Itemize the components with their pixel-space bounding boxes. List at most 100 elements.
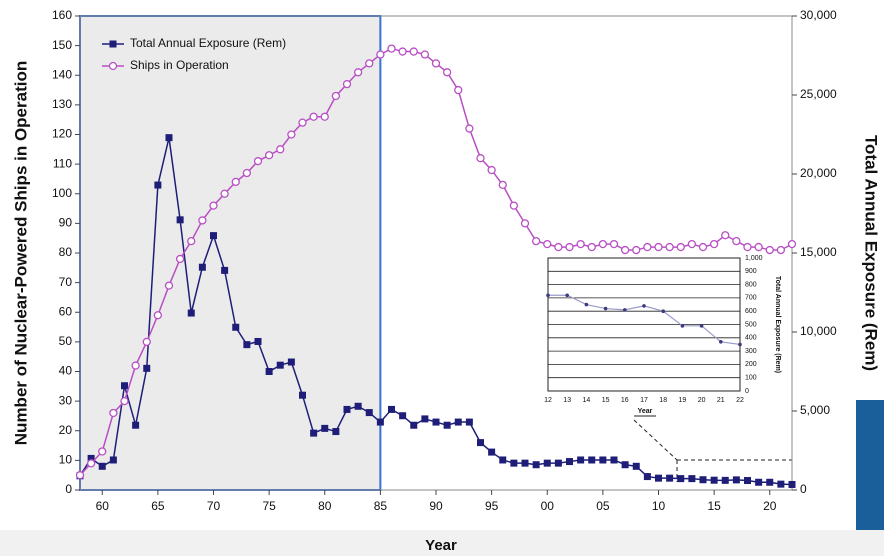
marker: [142, 337, 151, 347]
y-tick-label: 0: [65, 482, 72, 496]
marker: [420, 50, 430, 59]
marker: [108, 61, 118, 71]
marker: [220, 189, 229, 198]
marker: [154, 181, 162, 189]
marker: [465, 124, 474, 133]
marker: [276, 145, 285, 154]
x-tick-label: 12: [544, 397, 552, 404]
y2-tick-label: 15,000: [800, 245, 837, 259]
marker: [376, 418, 384, 426]
legend-label: Total Annual Exposure (Rem): [130, 36, 286, 50]
y-tick-label: 30: [59, 393, 73, 407]
marker: [98, 447, 107, 456]
marker: [666, 474, 674, 482]
legend-label: Ships in Operation: [130, 58, 229, 72]
inset-marker: [623, 308, 627, 312]
marker: [109, 408, 118, 418]
marker: [388, 405, 395, 413]
marker: [98, 462, 106, 470]
marker: [343, 405, 351, 413]
marker: [342, 79, 352, 89]
marker: [521, 459, 529, 467]
marker: [498, 180, 507, 190]
marker: [577, 456, 585, 464]
marker: [176, 216, 184, 224]
marker: [709, 239, 719, 249]
marker: [621, 461, 629, 469]
marker: [165, 134, 173, 142]
x-tick-label: 21: [717, 397, 725, 404]
marker: [609, 239, 619, 249]
y-tick-label: 0: [745, 388, 749, 395]
marker: [788, 480, 796, 488]
marker: [198, 216, 207, 225]
y2-tick-label: 30,000: [800, 8, 837, 22]
marker: [654, 242, 663, 252]
inset-marker: [546, 293, 550, 298]
marker: [520, 219, 530, 228]
marker: [376, 50, 385, 59]
y2-axis-label: Total Annual Exposure (Rem): [862, 135, 881, 371]
y-tick-label: 120: [52, 127, 72, 141]
marker: [75, 471, 85, 480]
marker: [243, 341, 251, 349]
marker: [688, 475, 696, 483]
marker: [587, 242, 596, 252]
marker: [153, 311, 163, 320]
marker: [242, 168, 252, 178]
side-image: [856, 400, 884, 530]
x-tick-label: 90: [429, 499, 443, 513]
marker: [253, 157, 263, 166]
y-tick-label: 70: [59, 275, 73, 289]
x-tick-label: 75: [262, 499, 276, 513]
marker: [565, 242, 574, 252]
marker: [398, 47, 407, 56]
marker: [509, 201, 519, 210]
marker: [699, 476, 707, 484]
marker: [410, 421, 418, 429]
x-tick-label: 16: [621, 397, 629, 404]
marker: [265, 368, 273, 375]
marker: [454, 418, 462, 426]
marker: [765, 245, 774, 255]
marker: [431, 59, 441, 68]
x-tick-label: 20: [763, 499, 777, 513]
x-tick-label: 00: [541, 499, 555, 513]
marker: [744, 477, 751, 485]
inset-marker: [738, 342, 742, 347]
marker: [109, 456, 117, 464]
marker: [254, 337, 262, 345]
marker: [787, 239, 797, 249]
marker: [465, 418, 473, 426]
y-tick-label: 20: [59, 423, 73, 437]
marker: [187, 309, 195, 317]
x-tick-label: 60: [96, 499, 110, 513]
marker: [655, 474, 662, 482]
inset-marker: [603, 306, 608, 311]
y-tick-label: 80: [59, 245, 73, 259]
x-tick-label: 70: [207, 499, 221, 513]
marker: [698, 242, 708, 252]
marker: [442, 68, 452, 77]
marker: [677, 475, 685, 483]
inset-marker: [699, 324, 704, 328]
marker: [454, 85, 463, 95]
marker: [488, 448, 496, 456]
marker: [476, 154, 485, 163]
marker: [754, 242, 763, 252]
y2-tick-label: 10,000: [800, 324, 837, 338]
marker: [164, 281, 174, 290]
marker: [264, 151, 274, 160]
marker: [409, 47, 418, 56]
marker: [732, 236, 741, 246]
marker: [298, 118, 307, 127]
y-tick-label: 90: [59, 216, 73, 230]
inset-connector: [633, 419, 792, 461]
marker: [353, 68, 363, 77]
marker: [387, 44, 396, 53]
marker: [531, 236, 541, 246]
marker: [721, 231, 730, 240]
inset-marker: [680, 324, 685, 328]
marker: [331, 91, 341, 101]
marker: [310, 429, 318, 437]
